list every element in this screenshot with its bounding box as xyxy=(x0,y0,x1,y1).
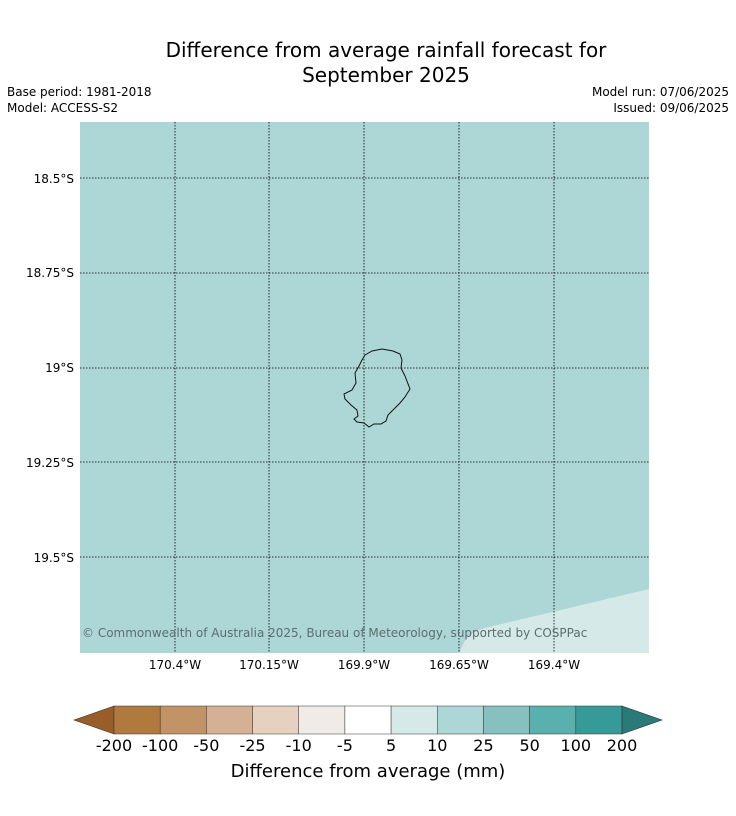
lat-label: 18.75°S xyxy=(26,266,74,280)
colorbar-tick-label: -50 xyxy=(193,736,220,755)
colorbar-tick-label: 50 xyxy=(519,736,540,755)
lon-label: 169.4°W xyxy=(527,658,581,672)
issued-date: Issued: 09/06/2025 xyxy=(613,101,729,115)
colorbar-tick-label: -100 xyxy=(142,736,179,755)
lat-label: 19.5°S xyxy=(33,551,74,565)
colorbar-tick-label: 100 xyxy=(560,736,592,755)
lat-label: 19°S xyxy=(45,361,74,375)
colorbar-bin xyxy=(529,705,577,735)
model-run: Model run: 07/06/2025 xyxy=(591,85,729,99)
colorbar-bin xyxy=(159,705,207,735)
colorbar-tick-label: -5 xyxy=(336,736,353,755)
model-name: Model: ACCESS-S2 xyxy=(7,101,119,115)
colorbar-tick-label: 10 xyxy=(427,736,448,755)
lon-label: 169.65°W xyxy=(429,658,489,672)
title-line-2: September 2025 xyxy=(302,63,470,87)
lon-label: 170.4°W xyxy=(148,658,202,672)
colorbar-tick-label: -200 xyxy=(95,736,133,755)
colorbar-tick-label: -25 xyxy=(239,736,266,755)
colorbar-bin xyxy=(390,705,438,735)
lower-right-region xyxy=(460,589,649,653)
base-period: Base period: 1981-2018 xyxy=(7,85,152,99)
colorbar-bin xyxy=(483,705,530,735)
colorbar-title: Difference from average (mm) xyxy=(230,761,506,782)
colorbar-bin xyxy=(252,705,299,735)
gridlines xyxy=(80,122,649,653)
colorbar-bin xyxy=(298,705,346,735)
meta-right: Model run: 07/06/2025 Issued: 09/06/2025 xyxy=(592,84,729,116)
colorbar-bin xyxy=(575,705,623,735)
colorbar-over-arrow xyxy=(621,705,663,735)
colorbar xyxy=(73,705,663,735)
lon-label: 169.9°W xyxy=(337,658,391,672)
lat-label: 18.5°S xyxy=(33,172,74,186)
meta-left: Base period: 1981-2018 Model: ACCESS-S2 xyxy=(7,84,152,116)
colorbar-under-arrow xyxy=(73,705,115,735)
colorbar-tick-label: -10 xyxy=(285,736,312,755)
colorbar-bin xyxy=(437,705,484,735)
colorbar-bin xyxy=(206,705,253,735)
copyright-notice: © Commonwealth of Australia 2025, Bureau… xyxy=(82,626,588,640)
colorbar-bin xyxy=(344,705,392,735)
colorbar-tick-label: 200 xyxy=(606,736,638,755)
chart-title: Difference from average rainfall forecas… xyxy=(0,38,736,88)
colorbar-bin xyxy=(113,705,161,735)
colorbar-tick-label: 5 xyxy=(385,736,397,755)
lat-label: 19.25°S xyxy=(26,456,74,470)
colorbar-tick-label: 25 xyxy=(473,736,494,755)
map-background xyxy=(80,122,649,653)
lon-label: 170.15°W xyxy=(239,658,299,672)
title-line-1: Difference from average rainfall forecas… xyxy=(165,38,607,62)
island-outline xyxy=(343,348,411,428)
